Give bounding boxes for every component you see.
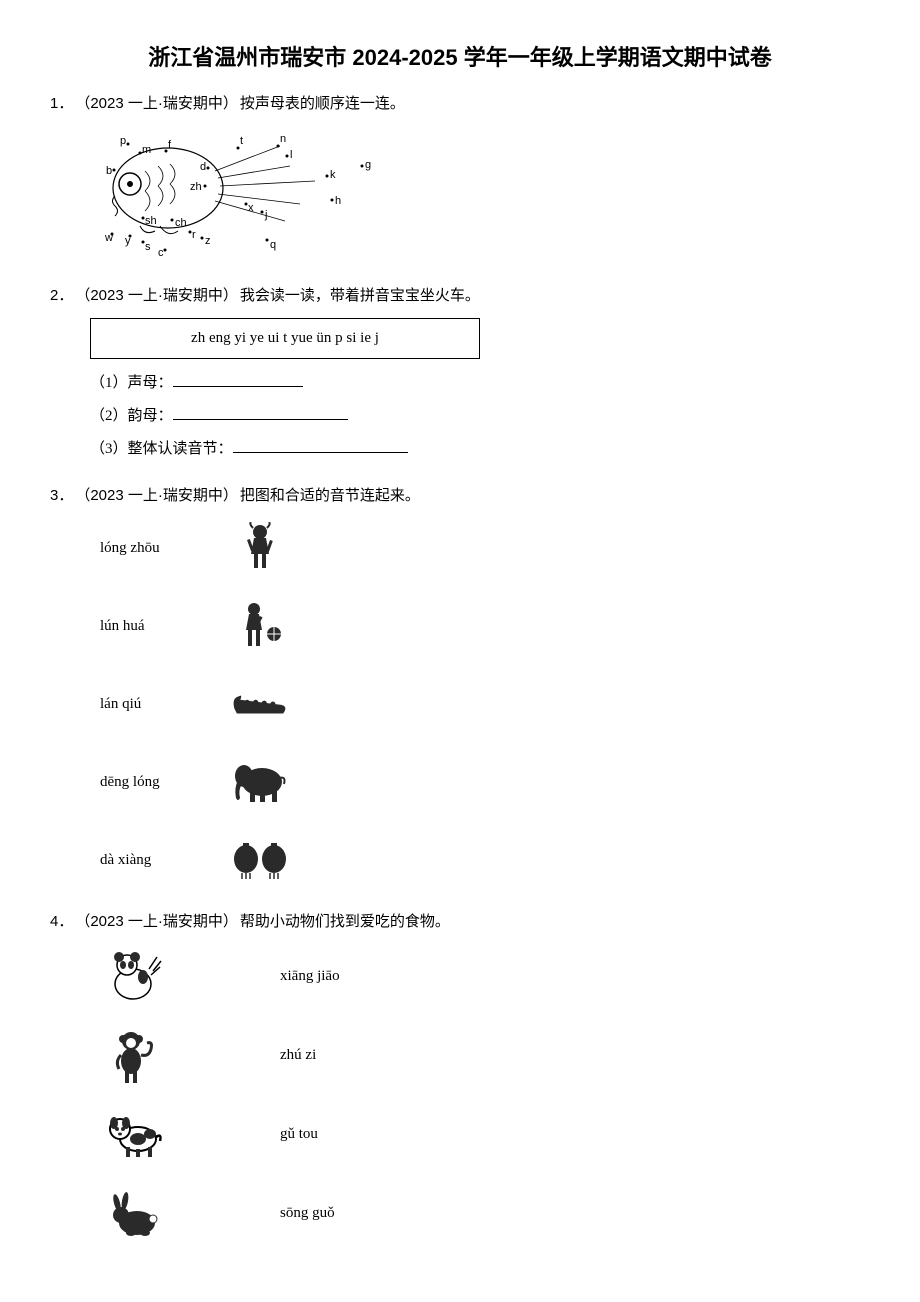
match-label: dà xiàng <box>100 847 230 874</box>
q4-text: 帮助小动物们找到爱吃的食物。 <box>240 909 450 936</box>
panda-icon <box>100 947 170 1007</box>
q1-meta: （2023 一上·瑞安期中） <box>75 90 238 117</box>
page-title: 浙江省温州市瑞安市 2024-2025 学年一年级上学期语文期中试卷 <box>50 40 870 72</box>
q2-meta: （2023 一上·瑞安期中） <box>75 282 238 309</box>
q3-text: 把图和合适的音节连起来。 <box>240 483 420 510</box>
q2-sub1: （1）声母： <box>90 367 870 400</box>
svg-text:d: d <box>200 161 206 173</box>
q2-text: 我会读一读，带着拼音宝宝坐火车。 <box>240 283 480 310</box>
q3-meta: （2023 一上·瑞安期中） <box>75 482 238 509</box>
q3-number: 3． <box>50 482 73 509</box>
svg-text:ch: ch <box>175 217 187 229</box>
svg-text:b: b <box>106 165 112 177</box>
svg-text:f: f <box>168 139 172 151</box>
blank-line <box>173 386 303 387</box>
q2-sub3: （3）整体认读音节： <box>90 433 870 466</box>
svg-text:sh: sh <box>145 215 157 227</box>
question-2: 2． （2023 一上·瑞安期中） 我会读一读，带着拼音宝宝坐火车。 zh en… <box>50 282 870 466</box>
svg-text:l: l <box>290 149 292 161</box>
question-3: 3． （2023 一上·瑞安期中） 把图和合适的音节连起来。 lóng zhōu… <box>50 482 870 890</box>
match-row: lún huá <box>100 596 870 656</box>
svg-text:q: q <box>270 239 276 251</box>
svg-text:t: t <box>240 135 243 147</box>
dog-icon <box>100 1105 170 1165</box>
pinyin-box: zh eng yi ye ui t yue ün p si ie j <box>90 318 480 359</box>
q2-sub2: （2）韵母： <box>90 400 870 433</box>
blank-line <box>173 419 348 420</box>
match-label: lún huá <box>100 613 230 640</box>
q2-number: 2． <box>50 282 73 309</box>
q1-number: 1． <box>50 90 73 117</box>
rabbit-icon <box>100 1184 170 1244</box>
match-row: lán qiú <box>100 674 870 734</box>
elephant-icon <box>230 755 290 810</box>
food-label: xiāng jiāo <box>280 963 340 990</box>
girl-icon <box>230 521 290 576</box>
dragon-boat-icon <box>230 677 290 732</box>
svg-text:p: p <box>120 135 126 147</box>
svg-text:c: c <box>158 247 164 259</box>
match-label: lóng zhōu <box>100 535 230 562</box>
q4-meta: （2023 一上·瑞安期中） <box>75 908 238 935</box>
svg-text:r: r <box>192 229 196 241</box>
svg-text:k: k <box>330 169 336 181</box>
match-row: dēng lóng <box>100 752 870 812</box>
boy-ball-icon <box>230 599 290 654</box>
lanterns-icon <box>230 833 290 888</box>
svg-text:z: z <box>205 235 211 247</box>
svg-text:g: g <box>365 159 371 171</box>
q1-text: 按声母表的顺序连一连。 <box>240 91 405 118</box>
food-label: gǔ tou <box>280 1121 318 1148</box>
svg-text:j: j <box>264 209 267 221</box>
match-row: dà xiàng <box>100 830 870 890</box>
food-row: xiāng jiāo <box>100 944 870 1009</box>
food-label: sōng guǒ <box>280 1200 335 1227</box>
match-row: lóng zhōu <box>100 518 870 578</box>
svg-text:n: n <box>280 133 286 145</box>
monkey-icon <box>100 1026 170 1086</box>
food-row: zhú zi <box>100 1023 870 1088</box>
q4-number: 4． <box>50 908 73 935</box>
fish-connect-diagram: p m f t n l b d g zh k sh ch h x j w y s… <box>90 126 410 266</box>
svg-text:m: m <box>142 144 151 156</box>
svg-text:h: h <box>335 195 341 207</box>
food-row: gǔ tou <box>100 1102 870 1167</box>
blank-line <box>233 452 408 453</box>
svg-text:x: x <box>248 202 254 214</box>
match-label: dēng lóng <box>100 769 230 796</box>
svg-text:zh: zh <box>190 181 202 193</box>
food-row: sōng guǒ <box>100 1181 870 1246</box>
question-1: 1． （2023 一上·瑞安期中） 按声母表的顺序连一连。 p <box>50 90 870 266</box>
food-label: zhú zi <box>280 1042 316 1069</box>
svg-text:s: s <box>145 241 151 253</box>
question-4: 4． （2023 一上·瑞安期中） 帮助小动物们找到爱吃的食物。 xiāng j… <box>50 908 870 1246</box>
match-label: lán qiú <box>100 691 230 718</box>
